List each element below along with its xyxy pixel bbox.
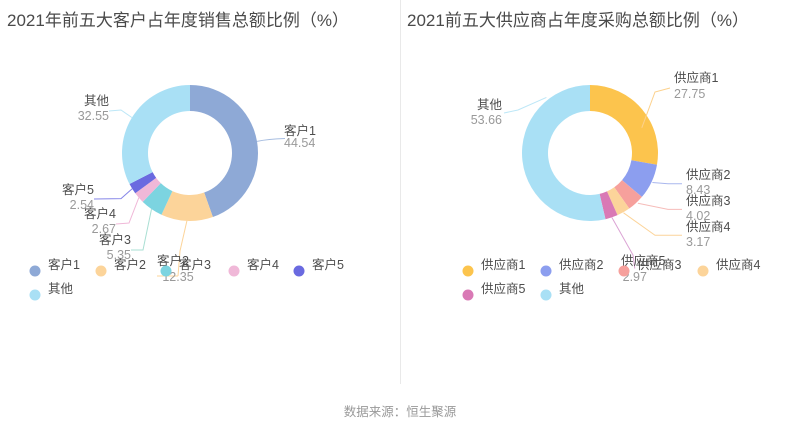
svg-text:44.54: 44.54 xyxy=(284,136,315,150)
svg-text:27.75: 27.75 xyxy=(674,87,705,101)
svg-text:供应商3: 供应商3 xyxy=(637,257,682,272)
svg-text:客户1: 客户1 xyxy=(48,257,80,272)
svg-text:其他: 其他 xyxy=(48,282,74,296)
svg-text:其他: 其他 xyxy=(84,94,110,108)
svg-text:供应商1: 供应商1 xyxy=(481,257,526,272)
svg-text:3.17: 3.17 xyxy=(686,235,710,249)
svg-text:供应商1: 供应商1 xyxy=(674,70,719,85)
svg-text:2.54: 2.54 xyxy=(70,198,94,212)
svg-text:客户5: 客户5 xyxy=(312,257,344,272)
svg-text:供应商5: 供应商5 xyxy=(481,281,526,296)
svg-text:32.55: 32.55 xyxy=(78,109,109,123)
svg-text:客户4: 客户4 xyxy=(247,257,279,272)
svg-text:供应商3: 供应商3 xyxy=(686,193,731,208)
svg-text:供应商2: 供应商2 xyxy=(559,257,604,272)
svg-text:供应商4: 供应商4 xyxy=(716,257,761,272)
svg-text:其他: 其他 xyxy=(477,98,503,112)
svg-text:客户3: 客户3 xyxy=(179,257,211,272)
svg-text:供应商4: 供应商4 xyxy=(686,219,731,234)
svg-text:供应商2: 供应商2 xyxy=(686,167,731,182)
svg-text:2.67: 2.67 xyxy=(92,222,116,236)
svg-text:其他: 其他 xyxy=(559,282,585,296)
svg-text:客户5: 客户5 xyxy=(62,182,94,197)
svg-text:53.66: 53.66 xyxy=(471,113,502,127)
svg-text:客户2: 客户2 xyxy=(114,257,146,272)
